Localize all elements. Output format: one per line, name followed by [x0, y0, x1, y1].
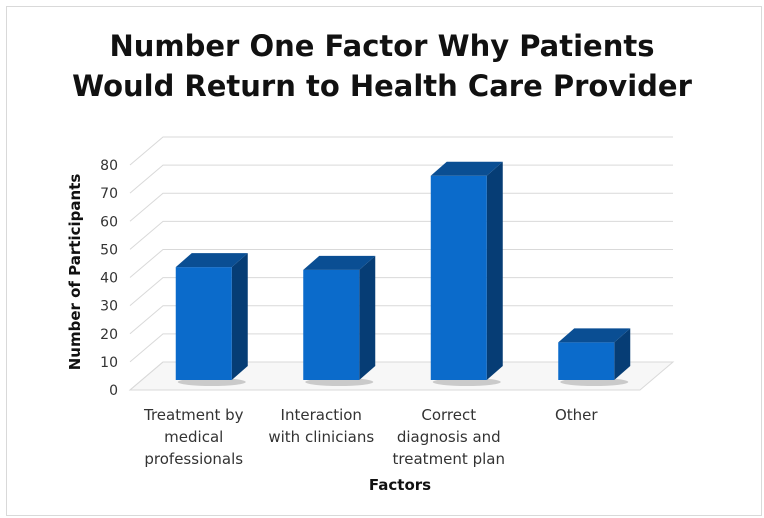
x-tick-label: Interaction with clinicians — [268, 406, 374, 446]
y-tick-label: 70 — [100, 186, 118, 202]
bar-side — [359, 255, 376, 380]
x-tick-label: Correct diagnosis and treatment plan — [393, 406, 505, 468]
bar-top — [303, 255, 376, 270]
bar — [175, 267, 232, 380]
bar — [430, 175, 487, 380]
y-axis-title: Number of Participants — [66, 173, 84, 371]
gridline — [129, 192, 673, 222]
chart-frame — [6, 6, 762, 516]
y-tick-label: 40 — [100, 271, 118, 287]
x-tick-label: Other — [555, 406, 598, 424]
bar — [303, 269, 360, 380]
y-tick-label: 80 — [100, 158, 118, 174]
gridline — [129, 136, 673, 166]
bar-side — [231, 253, 248, 380]
chart-title-line-2: Would Return to Health Care Provider — [72, 69, 692, 103]
gridline — [129, 361, 673, 391]
bar-side — [614, 328, 631, 380]
gridline — [129, 220, 673, 250]
bar-top — [175, 253, 248, 268]
chart-title-line-1: Number One Factor Why Patients — [109, 29, 655, 63]
y-tick-label: 30 — [100, 299, 118, 315]
y-tick-label: 10 — [100, 355, 118, 371]
bar-side — [486, 161, 503, 380]
y-tick-label: 50 — [100, 242, 118, 258]
gridline — [129, 164, 673, 194]
gridline — [129, 249, 673, 278]
y-tick-label: 20 — [100, 327, 118, 343]
gridline — [129, 277, 673, 307]
bar — [558, 342, 615, 380]
gridline — [129, 305, 673, 335]
chart-title: Number One Factor Why Patients Would Ret… — [0, 26, 764, 106]
x-axis-title: Factors — [368, 476, 432, 494]
bar-top — [558, 328, 631, 343]
bar-top — [430, 161, 503, 176]
y-tick-label: 0 — [109, 383, 118, 399]
gridline — [129, 333, 673, 363]
y-tick-label: 60 — [100, 214, 118, 230]
x-tick-label: Treatment by medical professionals — [143, 406, 244, 468]
